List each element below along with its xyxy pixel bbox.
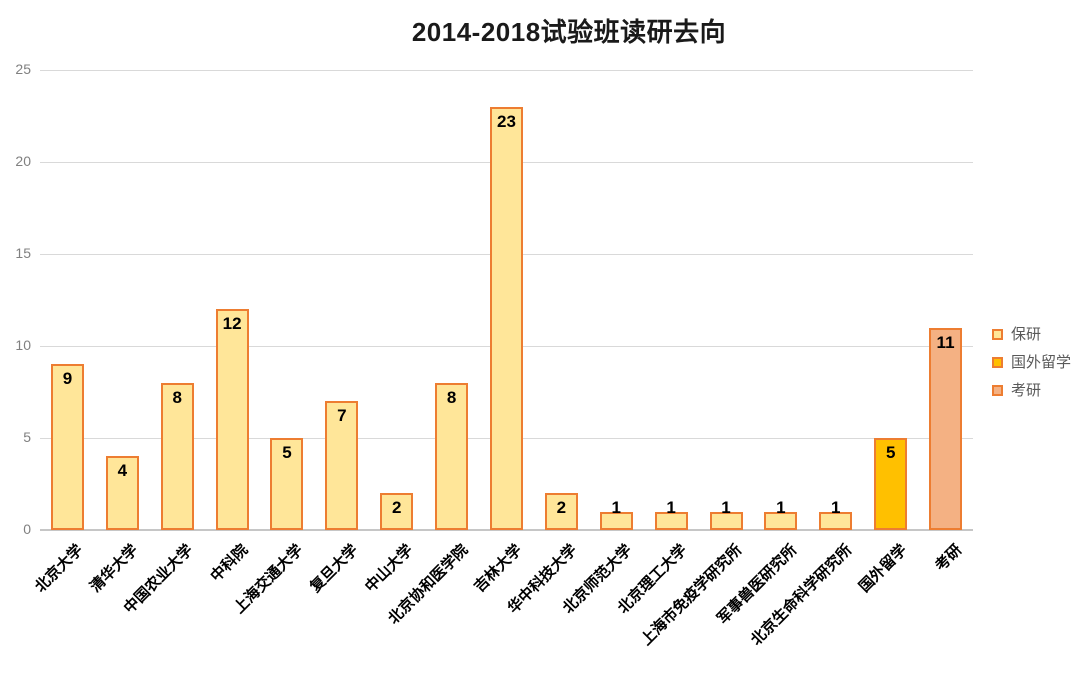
bar-value-label: 1 (831, 497, 841, 517)
bar (380, 493, 414, 530)
legend-item: 国外留学 (992, 355, 1071, 370)
bar-value-label: 1 (776, 497, 786, 517)
bar-value-label: 5 (885, 443, 896, 462)
bar-value-label: 12 (222, 314, 242, 334)
bar (709, 511, 743, 530)
bar-value-label: 8 (172, 387, 182, 407)
x-axis-label-text: 吉林大学 (471, 541, 526, 596)
bar-value-label: 1 (721, 497, 731, 517)
x-axis-label-text: 国外留学 (855, 541, 910, 596)
bar-value-label: 5 (282, 443, 292, 462)
x-axis-label-text: 复旦大学 (306, 541, 362, 596)
bar (929, 327, 963, 530)
legend-label: 国外留学 (1011, 354, 1072, 371)
bar (215, 309, 249, 530)
x-axis-label-text: 北京生命科学研究所 (747, 541, 856, 649)
bar (105, 456, 139, 530)
bar-value-label: 4 (117, 461, 128, 481)
bar (50, 364, 84, 530)
chart-title: 2014-2018试验班读研去向 (411, 17, 727, 47)
x-axis-label-text: 考研 (931, 541, 965, 575)
bar (599, 511, 633, 530)
legend-swatch (992, 385, 1003, 396)
legend-swatch (992, 357, 1003, 368)
bar-value-label: 11 (936, 332, 955, 352)
y-tick-label: 25 (15, 61, 31, 77)
bar-value-label: 8 (446, 387, 457, 407)
bar-value-label: 1 (611, 497, 621, 517)
x-axis-label-text: 上海市免疫学研究所 (637, 541, 746, 649)
legend: 保研 国外留学 考研 (992, 327, 1071, 398)
x-axis-label-text: 清华大学 (87, 541, 142, 596)
bar (490, 106, 523, 530)
bar (874, 438, 908, 530)
y-tick-label: 0 (23, 521, 31, 537)
legend-swatch (992, 329, 1003, 340)
bar-value-label: 9 (62, 369, 73, 389)
x-axis-line (40, 529, 973, 531)
gridline (40, 69, 973, 71)
bar (325, 401, 359, 530)
bar-value-label: 2 (392, 498, 402, 518)
bar (654, 511, 688, 530)
bar (160, 382, 194, 530)
y-tick-label: 10 (15, 337, 31, 353)
legend-label: 保研 (1011, 326, 1042, 343)
y-tick-label: 5 (23, 429, 31, 445)
bar (819, 511, 853, 530)
legend-item: 考研 (992, 383, 1071, 398)
bar (764, 511, 798, 530)
legend-item: 保研 (992, 327, 1071, 342)
bar (435, 382, 469, 530)
bar (544, 493, 578, 530)
bar (270, 438, 304, 530)
y-tick-label: 15 (15, 245, 31, 261)
bar-value-label: 23 (497, 111, 516, 131)
plot-area: 9 4 8 12 5 7 2 8 23 2 1 1 1 1 1 5 11 (40, 69, 973, 531)
x-axis-label-text: 中科院 (207, 541, 252, 586)
bar-value-label: 7 (337, 406, 347, 426)
x-axis-label-text: 中山大学 (361, 541, 417, 596)
bar-value-label: 2 (556, 498, 567, 518)
legend-label: 考研 (1011, 382, 1042, 399)
bar-value-label: 1 (666, 497, 676, 517)
y-tick-label: 20 (15, 153, 31, 169)
x-axis-label-text: 北京大学 (32, 541, 87, 596)
